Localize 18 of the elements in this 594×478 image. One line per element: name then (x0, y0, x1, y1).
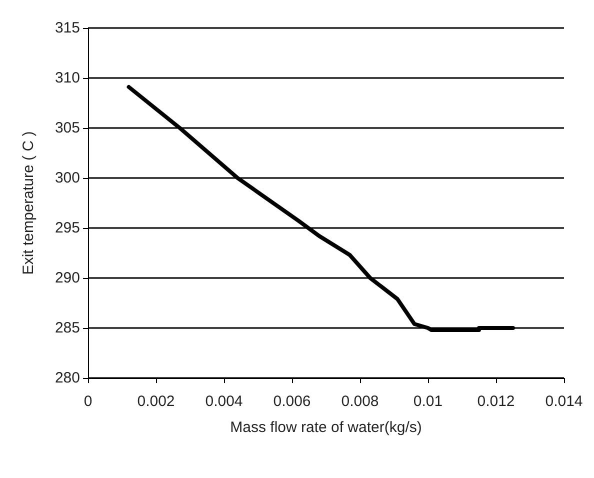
y-tick-label: 295 (54, 220, 80, 236)
x-tick-label: 0.008 (341, 393, 379, 410)
y-tick-label: 305 (54, 120, 80, 136)
x-tick-label: 0.012 (477, 393, 515, 410)
y-tick-label: 285 (54, 320, 80, 336)
x-tick-label: 0.004 (205, 393, 243, 410)
y-tick-label: 290 (54, 270, 80, 286)
y-axis-title: Exit temperature ( C ) (20, 131, 37, 275)
y-tick-label: 310 (54, 70, 80, 86)
x-tick-label: 0.006 (273, 393, 311, 410)
x-tick-label: 0.01 (413, 393, 443, 410)
y-tick-label: 280 (54, 370, 80, 386)
x-tick-label: 0.002 (137, 393, 175, 410)
y-tick-label: 300 (54, 170, 80, 186)
x-tick-label: 0 (84, 393, 92, 410)
x-axis-title: Mass flow rate of water(kg/s) (230, 419, 422, 436)
y-tick-label: 315 (54, 20, 80, 36)
x-tick-label: 0.014 (545, 393, 583, 410)
